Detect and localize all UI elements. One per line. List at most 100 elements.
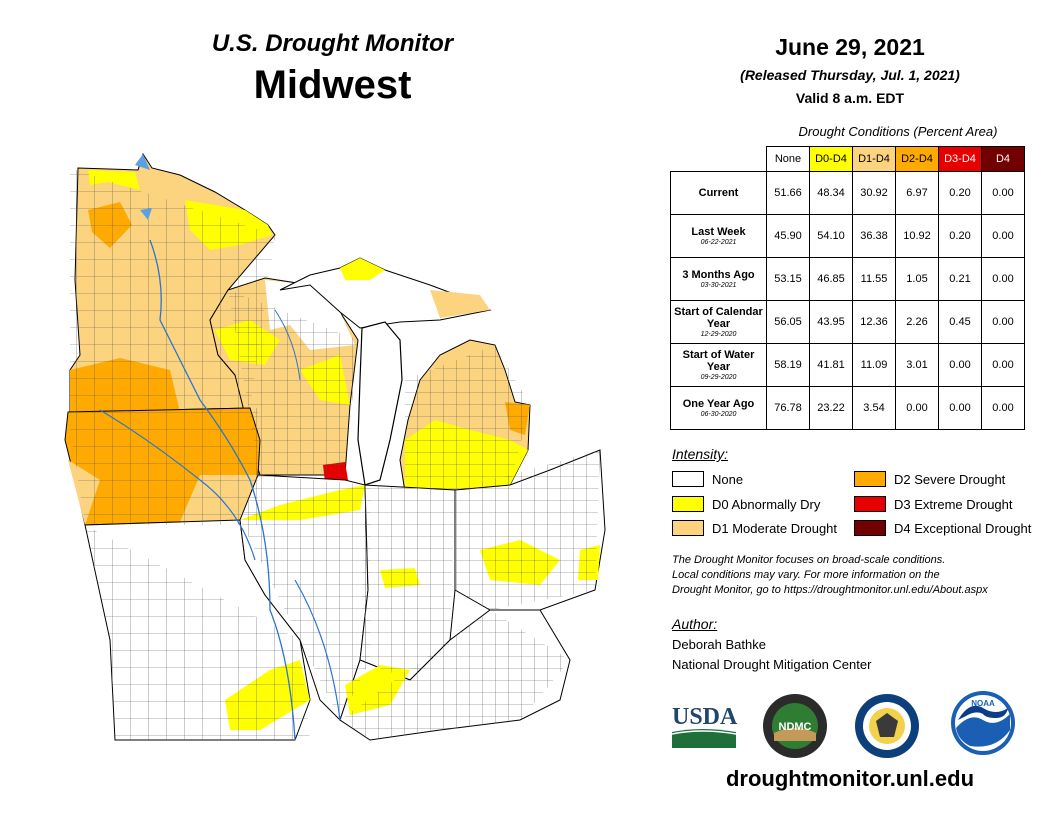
- cell-d4: 0.00: [981, 214, 1025, 258]
- cell-d1-d4: 30.92: [852, 171, 896, 215]
- drought-map: [64, 152, 606, 741]
- row-label-text: Last Week: [691, 225, 746, 238]
- cell-d2-d4: 0.00: [895, 386, 939, 430]
- cell-none: 53.15: [766, 257, 810, 301]
- row-label: Current: [670, 171, 767, 215]
- legend-swatch: [672, 496, 704, 512]
- note-line: The Drought Monitor focuses on broad-sca…: [672, 554, 946, 566]
- table-row: Start of Water Year 09-29-2020 58.19 41.8…: [670, 343, 1025, 387]
- cell-d2-d4: 3.01: [895, 343, 939, 387]
- release-date: (Released Thursday, Jul. 1, 2021): [740, 67, 960, 83]
- usda-logo-icon: USDA: [672, 704, 738, 748]
- noaa-logo-icon: NOAA: [951, 691, 1015, 755]
- row-label: Last Week 06-22-2021: [670, 214, 767, 258]
- legend-swatch: [672, 520, 704, 536]
- row-label-text: Start of Calendar Year: [674, 305, 763, 330]
- author-heading: Author:: [672, 616, 718, 632]
- col-d0-d4: D0-D4: [809, 146, 853, 172]
- table-row: Current 51.66 48.34 30.92 6.97 0.20 0.00: [670, 171, 1025, 215]
- cell-d0-d4: 46.85: [809, 257, 853, 301]
- cell-none: 76.78: [766, 386, 810, 430]
- state-michigan-up: [279, 257, 492, 329]
- row-label-text: One Year Ago: [682, 397, 755, 410]
- cell-d2-d4: 2.26: [895, 300, 939, 344]
- website-url[interactable]: droughtmonitor.unl.edu: [725, 766, 975, 791]
- cell-d1-d4: 11.09: [852, 343, 896, 387]
- row-label: Start of Water Year 09-29-2020: [670, 343, 767, 387]
- valid-time: Valid 8 a.m. EDT: [795, 90, 905, 106]
- note-line: Local conditions may vary. For more info…: [672, 569, 940, 581]
- cell-d4: 0.00: [981, 300, 1025, 344]
- row-date: 09-29-2020: [700, 373, 737, 381]
- cell-none: 45.90: [766, 214, 810, 258]
- cell-d4: 0.00: [981, 257, 1025, 301]
- legend-label: D4 Exceptional Drought: [894, 520, 1032, 536]
- cell-d1-d4: 11.55: [852, 257, 896, 301]
- row-label-text: Current: [698, 187, 739, 199]
- cell-d3-d4: 0.45: [938, 300, 982, 344]
- legend-title: Intensity:: [672, 446, 729, 462]
- cell-d1-d4: 3.54: [852, 386, 896, 430]
- cell-d3-d4: 0.20: [938, 171, 982, 215]
- legend-label: D2 Severe Drought: [894, 471, 1006, 487]
- row-date: 06-22-2021: [700, 238, 737, 246]
- cell-none: 56.05: [766, 300, 810, 344]
- legend-label: D0 Abnormally Dry: [712, 496, 821, 512]
- table-row: One Year Ago 06-30-2020 76.78 23.22 3.54 …: [670, 386, 1025, 430]
- cell-d4: 0.00: [981, 386, 1025, 430]
- legend-label: None: [712, 471, 744, 487]
- note-line: Drought Monitor, go to https://droughtmo…: [672, 584, 988, 596]
- cell-none: 51.66: [766, 171, 810, 215]
- col-d2-d4: D2-D4: [895, 146, 939, 172]
- legend-item-d4: D4 Exceptional Drought: [854, 519, 1031, 537]
- noaa-logo-text: NOAA: [971, 699, 995, 708]
- legend-label: D3 Extreme Drought: [894, 496, 1013, 512]
- region-title: Midwest: [253, 63, 412, 107]
- legend-swatch: [854, 520, 886, 536]
- row-label: 3 Months Ago 03-30-2021: [670, 257, 767, 301]
- legend-item-d0: D0 Abnormally Dry: [672, 495, 820, 513]
- legend-item-d3: D3 Extreme Drought: [854, 495, 1013, 513]
- cell-d4: 0.00: [981, 171, 1025, 215]
- row-date: 12-29-2020: [700, 330, 737, 338]
- col-none: None: [766, 146, 810, 172]
- row-label: One Year Ago 06-30-2020: [670, 386, 767, 430]
- col-d3-d4: D3-D4: [938, 146, 982, 172]
- cell-d0-d4: 23.22: [809, 386, 853, 430]
- table-caption: Drought Conditions (Percent Area): [798, 124, 998, 139]
- row-label-text: Start of Water Year: [682, 348, 755, 373]
- col-d4: D4: [981, 146, 1025, 172]
- cell-d0-d4: 48.34: [809, 171, 853, 215]
- cell-d0-d4: 41.81: [809, 343, 853, 387]
- table-row: Start of Calendar Year 12-29-2020 56.05 4…: [670, 300, 1025, 344]
- disclaimer-note: The Drought Monitor focuses on broad-sca…: [672, 553, 1047, 598]
- legend-swatch: [672, 471, 704, 487]
- map-date: June 29, 2021: [775, 34, 925, 60]
- cell-d2-d4: 10.92: [895, 214, 939, 258]
- product-title: U.S. Drought Monitor: [211, 30, 454, 57]
- cell-d4: 0.00: [981, 343, 1025, 387]
- cell-d2-d4: 6.97: [895, 171, 939, 215]
- table-row: 3 Months Ago 03-30-2021 53.15 46.85 11.55…: [670, 257, 1025, 301]
- row-date: 06-30-2020: [700, 410, 737, 418]
- author-name: Deborah Bathke: [672, 637, 766, 652]
- header-blank: [671, 147, 767, 172]
- cell-d0-d4: 43.95: [809, 300, 853, 344]
- usda-logo-text: USDA: [672, 704, 738, 730]
- row-date: 03-30-2021: [700, 281, 737, 289]
- legend-label: D1 Moderate Drought: [712, 520, 838, 536]
- legend-swatch: [854, 496, 886, 512]
- cell-d2-d4: 1.05: [895, 257, 939, 301]
- legend-swatch: [854, 471, 886, 487]
- cell-d1-d4: 36.38: [852, 214, 896, 258]
- cell-d1-d4: 12.36: [852, 300, 896, 344]
- cell-d3-d4: 0.00: [938, 386, 982, 430]
- author-org: National Drought Mitigation Center: [672, 657, 872, 672]
- cell-none: 58.19: [766, 343, 810, 387]
- cell-d3-d4: 0.21: [938, 257, 982, 301]
- row-label: Start of Calendar Year 12-29-2020: [670, 300, 767, 344]
- legend-item-none: None: [672, 470, 743, 488]
- cell-d3-d4: 0.20: [938, 214, 982, 258]
- col-d1-d4: D1-D4: [852, 146, 896, 172]
- table-row: Last Week 06-22-2021 45.90 54.10 36.38 10…: [670, 214, 1025, 258]
